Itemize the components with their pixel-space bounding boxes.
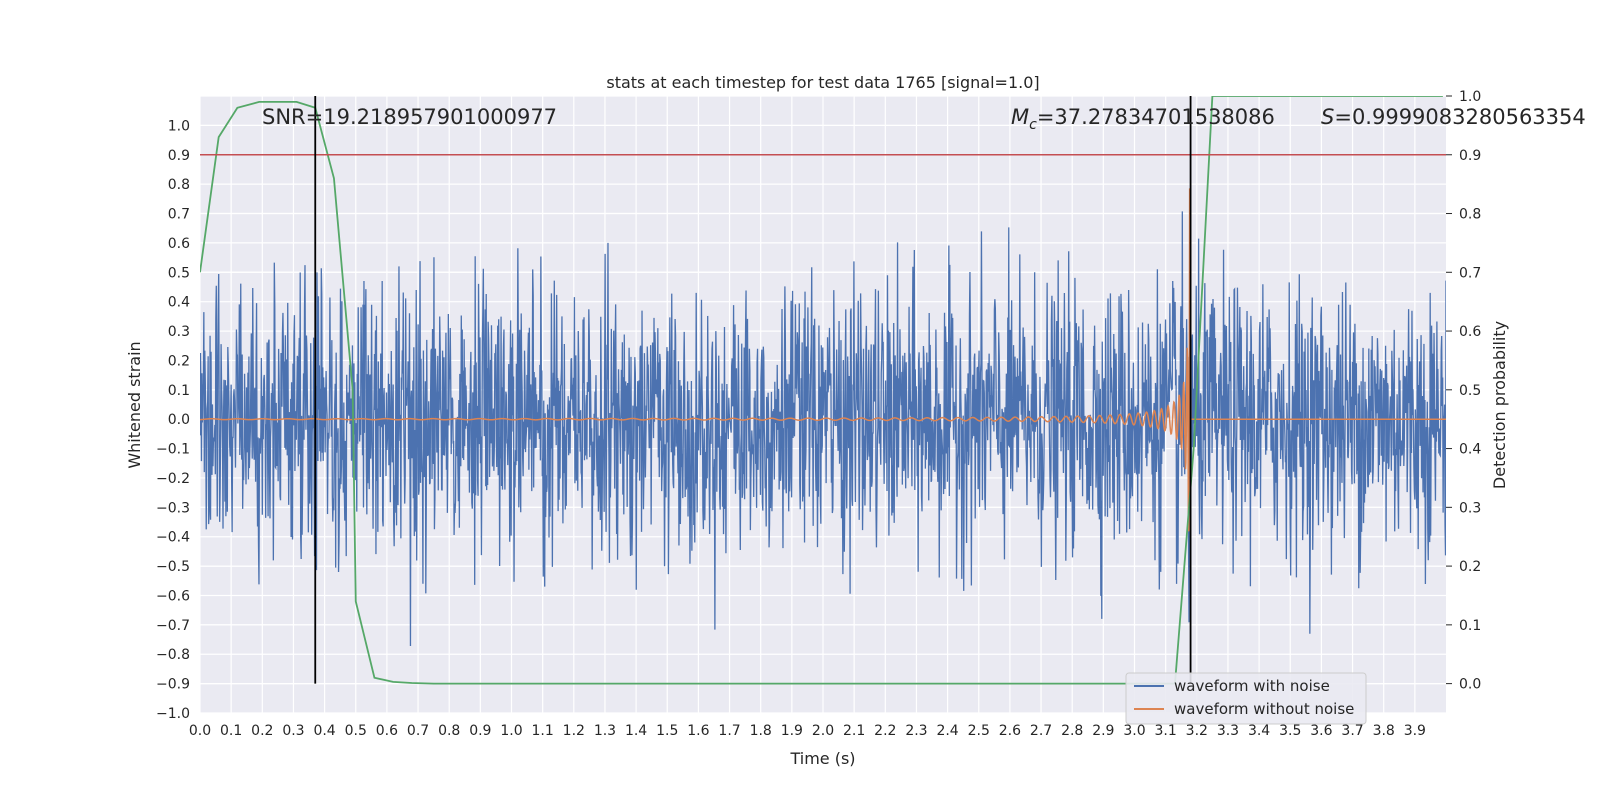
x-tick-label: 0.0 xyxy=(189,723,211,739)
y-tick-label: −0.3 xyxy=(156,500,190,516)
x-tick-label: 1.2 xyxy=(563,723,585,739)
y2-tick-label: 1.0 xyxy=(1459,89,1481,105)
x-axis-label: Time (s) xyxy=(789,749,855,768)
x-tick-label: 3.8 xyxy=(1373,723,1395,739)
x-tick-label: 3.2 xyxy=(1186,723,1208,739)
legend-label-noise: waveform with noise xyxy=(1174,677,1330,695)
s-value: =0.9999083280563354 xyxy=(1334,105,1585,129)
x-tick-label: 1.0 xyxy=(500,723,522,739)
y-tick-label: 0.4 xyxy=(168,295,190,311)
series-line-waveform-with-noise xyxy=(200,211,1446,646)
x-tick-label: 1.4 xyxy=(625,723,647,739)
x-tick-label: 2.9 xyxy=(1092,723,1114,739)
x-tick-label: 2.2 xyxy=(874,723,896,739)
x-tick-label: 3.7 xyxy=(1341,723,1363,739)
x-tick-label: 3.6 xyxy=(1310,723,1332,739)
x-tick-label: 0.5 xyxy=(345,723,367,739)
y-tick-label: −1.0 xyxy=(156,706,190,722)
x-tick-label: 0.4 xyxy=(313,723,335,739)
x-tick-label: 0.1 xyxy=(220,723,242,739)
y2-tick-label: 0.3 xyxy=(1459,500,1481,516)
y2-axis-label: Detection probability xyxy=(1490,321,1509,489)
x-tick-label: 0.8 xyxy=(438,723,460,739)
x-tick-label: 1.8 xyxy=(750,723,772,739)
mc-value: =37.27834701538086 xyxy=(1037,105,1275,129)
y-tick-label: 0.1 xyxy=(168,383,190,399)
y2-tick-label: 0.7 xyxy=(1459,265,1481,281)
x-tick-label: 0.6 xyxy=(376,723,398,739)
x-tick-label: 1.3 xyxy=(594,723,616,739)
x-tick-label: 1.7 xyxy=(718,723,740,739)
legend: waveform with noise waveform without noi… xyxy=(1125,672,1367,725)
mc-subscript: c xyxy=(1029,117,1037,133)
y2-tick-label: 0.2 xyxy=(1459,559,1481,575)
x-tick-label: 2.3 xyxy=(905,723,927,739)
y-tick-label: −0.6 xyxy=(156,588,190,604)
chart-title: stats at each timestep for test data 176… xyxy=(606,73,1039,92)
series-line-waveform-without-noise xyxy=(200,188,1446,532)
x-tick-label: 0.9 xyxy=(469,723,491,739)
s-symbol: S xyxy=(1321,105,1334,129)
x-tick-label: 2.5 xyxy=(968,723,990,739)
y-tick-label: 0.8 xyxy=(168,177,190,193)
y2-tick-label: 0.4 xyxy=(1459,442,1481,458)
y-tick-label: −0.7 xyxy=(156,618,190,634)
y2-tick-label: 0.0 xyxy=(1459,677,1481,693)
y-tick-label: 0.7 xyxy=(168,207,190,223)
x-tick-label: 1.6 xyxy=(687,723,709,739)
x-tick-label: 2.0 xyxy=(812,723,834,739)
y-tick-label: 1.0 xyxy=(168,118,190,134)
x-tick-label: 3.1 xyxy=(1155,723,1177,739)
x-tick-label: 3.5 xyxy=(1279,723,1301,739)
y-tick-label: −0.9 xyxy=(156,677,190,693)
y-tick-label: −0.2 xyxy=(156,471,190,487)
x-tick-label: 3.9 xyxy=(1404,723,1426,739)
y2-tick-label: 0.8 xyxy=(1459,207,1481,223)
x-tick-label: 1.5 xyxy=(656,723,678,739)
x-tick-label: 0.3 xyxy=(282,723,304,739)
mc-symbol: M xyxy=(1011,105,1029,129)
x-tick-label: 3.3 xyxy=(1217,723,1239,739)
x-tick-label: 2.7 xyxy=(1030,723,1052,739)
y-tick-label: −0.8 xyxy=(156,647,190,663)
y2-tick-label: 0.9 xyxy=(1459,148,1481,164)
x-tick-label: 3.0 xyxy=(1123,723,1145,739)
y2-tick-label: 0.1 xyxy=(1459,618,1481,634)
s-annotation: S=0.9999083280563354 xyxy=(1321,105,1586,129)
x-tick-label: 3.4 xyxy=(1248,723,1270,739)
y-axis-label: Whitened strain xyxy=(125,341,144,468)
x-tick-label: 1.9 xyxy=(781,723,803,739)
y-tick-label: 0.5 xyxy=(168,265,190,281)
y-tick-label: −0.4 xyxy=(156,530,190,546)
mc-annotation: Mc=37.27834701538086 xyxy=(1011,105,1275,133)
y-tick-label: 0.2 xyxy=(168,353,190,369)
y2-tick-label: 0.6 xyxy=(1459,324,1481,340)
y-tick-label: −0.5 xyxy=(156,559,190,575)
y-tick-label: 0.6 xyxy=(168,236,190,252)
snr-annotation: SNR=19.218957901000977 xyxy=(262,105,557,129)
y-tick-label: 0.9 xyxy=(168,148,190,164)
x-tick-label: 2.4 xyxy=(936,723,958,739)
x-tick-label: 2.8 xyxy=(1061,723,1083,739)
y-tick-label: −0.1 xyxy=(156,442,190,458)
y-tick-label: 0.3 xyxy=(168,324,190,340)
x-tick-label: 0.7 xyxy=(407,723,429,739)
x-tick-label: 2.6 xyxy=(999,723,1021,739)
legend-label-clean: waveform without noise xyxy=(1174,700,1354,718)
x-tick-label: 1.1 xyxy=(532,723,554,739)
legend-box xyxy=(1125,672,1367,725)
y2-tick-label: 0.5 xyxy=(1459,383,1481,399)
y-tick-label: 0.0 xyxy=(168,412,190,428)
x-tick-label: 2.1 xyxy=(843,723,865,739)
x-tick-label: 0.2 xyxy=(251,723,273,739)
